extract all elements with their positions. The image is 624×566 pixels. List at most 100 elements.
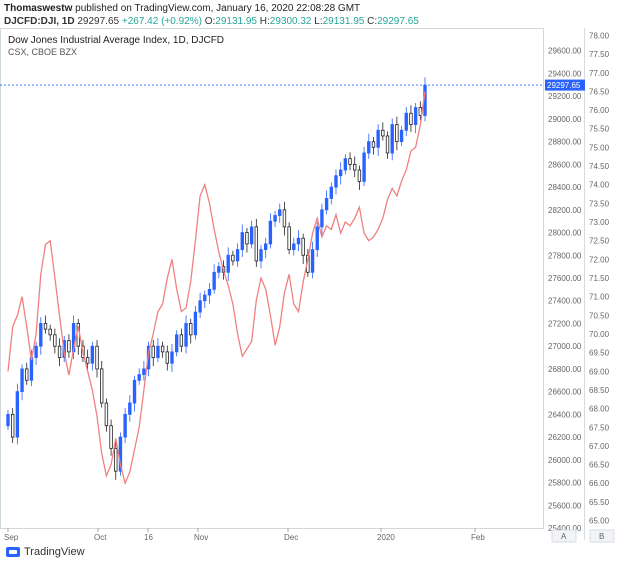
price-tick-right-0: 78.00 (589, 31, 610, 40)
candle-body (296, 237, 301, 245)
candle-body (137, 374, 141, 381)
candle-body (329, 186, 333, 199)
price-tick-right-18: 69.00 (589, 367, 610, 376)
candles-group (6, 77, 427, 480)
overlay-line (7, 91, 426, 486)
price-tick-right-17: 69.50 (589, 349, 610, 358)
price-tick-left-20: 25600.00 (548, 501, 582, 510)
publish-info: published on TradingView.com, January 16… (75, 3, 361, 14)
button-b-label: B (599, 532, 604, 541)
candle-body (184, 323, 188, 347)
price-tick-left-10: 27600.00 (548, 274, 582, 283)
price-axis-left[interactable]: 29600.00 29400.00 29200.00 29000.00 28800.00… (548, 47, 582, 533)
low-label: L: (314, 16, 323, 27)
time-tick-3: Nov (194, 533, 208, 542)
candle-body (212, 271, 216, 290)
candle-body (371, 141, 376, 148)
price-tick-right-11: 72.50 (589, 237, 610, 246)
candle-body (315, 226, 319, 250)
candle-body (282, 209, 287, 228)
price-tick-right-7: 74.50 (589, 162, 610, 171)
price-tick-left-5: 28600.00 (548, 160, 582, 169)
price-tick-right-3: 76.50 (589, 87, 610, 96)
price-tick-right-15: 70.50 (589, 311, 610, 320)
author-name[interactable]: Thomaswestw (4, 3, 73, 14)
candle-body (231, 254, 235, 262)
candle-body (399, 129, 404, 143)
candle-body (362, 152, 366, 182)
candle-body (15, 391, 20, 438)
candle-body (20, 368, 24, 393)
price-tick-left-8: 28000.00 (548, 229, 582, 238)
last-price-label: 29297.65 (547, 81, 581, 90)
price-tick-left-6: 28400.00 (548, 183, 582, 192)
candle-body (53, 334, 57, 347)
price-tick-left-17: 26200.00 (548, 433, 582, 442)
button-a-label: A (561, 532, 567, 541)
price-tick-right-4: 76.00 (589, 106, 610, 115)
price-tick-right-12: 72.00 (589, 255, 610, 264)
price-tick-left-14: 26800.00 (548, 365, 582, 374)
open-label: O: (204, 16, 216, 27)
axis-buttons: A B (551, 529, 615, 543)
candle-body (226, 254, 230, 273)
candle-body (109, 425, 113, 449)
candle-body (409, 112, 413, 125)
candle-body (48, 328, 52, 336)
change-value: +267.42 (+0.92%) (121, 16, 202, 27)
price-tick-left-21: 25400.00 (548, 524, 582, 533)
high-value: 29300.32 (269, 16, 312, 27)
price-tick-left-9: 27800.00 (548, 251, 582, 260)
candle-body (90, 345, 95, 364)
candle-body (324, 198, 329, 211)
candle-body (43, 323, 48, 330)
candle-body (381, 129, 385, 137)
price-tick-right-25: 65.50 (589, 498, 610, 507)
legend-title: Dow Jones Industrial Average Index, 1D, … (8, 35, 224, 46)
candle-body (193, 311, 198, 336)
time-tick-1: Oct (94, 533, 107, 542)
candle-body (6, 413, 10, 427)
candle-body (334, 175, 338, 188)
candle-body (198, 300, 202, 313)
candle-body (404, 112, 408, 131)
chart-frame (0, 28, 544, 529)
tradingview-logo-icon (6, 547, 20, 557)
candle-body (357, 169, 362, 182)
candle-body (179, 334, 184, 347)
candle-body (57, 345, 62, 358)
price-axis-right[interactable]: 78.00 77.50 77.00 76.50 76.00 75.50 75.00 74.50… (589, 31, 610, 525)
price-tick-left-11: 27400.00 (548, 297, 582, 306)
candle-body (235, 249, 240, 262)
candle-body (123, 413, 127, 438)
time-axis[interactable]: Sep Oct 16 Nov Dec 2020 Feb (4, 528, 485, 542)
candle-body (376, 129, 380, 148)
candle-body (165, 351, 169, 364)
price-tick-left-16: 26400.00 (548, 410, 582, 419)
button-a[interactable] (551, 529, 577, 543)
legend-overlay: CSX, CBOE BZX (8, 47, 77, 57)
price-tick-left-3: 29000.00 (548, 115, 582, 124)
time-tick-4: Dec (284, 533, 298, 542)
price-tick-left-18: 26000.00 (548, 456, 582, 465)
candle-body (29, 357, 34, 381)
price-tick-left-13: 27000.00 (548, 342, 582, 351)
candle-body (132, 379, 137, 404)
price-tick-right-20: 68.00 (589, 405, 610, 414)
candle-body (287, 226, 291, 250)
price-tick-right-1: 77.50 (589, 50, 610, 59)
candle-body (338, 169, 343, 177)
candle-body (353, 163, 357, 171)
candle-body (348, 158, 352, 165)
button-b[interactable] (589, 529, 615, 543)
footer-brand: TradingView (6, 546, 85, 558)
candle-body (25, 368, 29, 381)
price-tick-right-10: 73.00 (589, 218, 610, 227)
candle-body (207, 288, 212, 296)
close-value: 29297.65 (377, 16, 419, 27)
candle-body (268, 220, 273, 245)
candle-body (310, 249, 315, 273)
candle-body (395, 124, 399, 143)
candle-body (249, 226, 254, 245)
